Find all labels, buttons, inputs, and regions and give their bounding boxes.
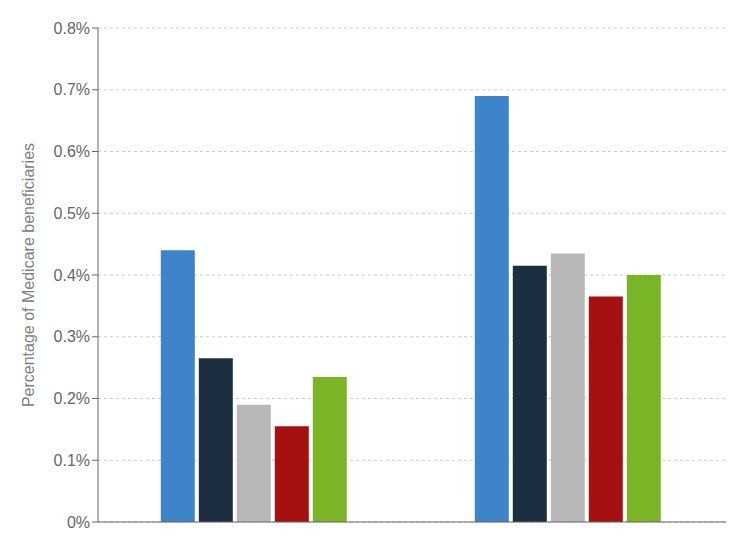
svg-text:0.2%: 0.2% <box>54 390 90 407</box>
svg-text:Percentage of Medicare benefic: Percentage of Medicare beneficiaries <box>20 143 37 407</box>
svg-text:0%: 0% <box>67 514 90 531</box>
svg-text:0.1%: 0.1% <box>54 452 90 469</box>
svg-text:0.7%: 0.7% <box>54 81 90 98</box>
svg-text:0.8%: 0.8% <box>54 20 90 37</box>
svg-text:0.4%: 0.4% <box>54 267 90 284</box>
svg-text:0.5%: 0.5% <box>54 205 90 222</box>
svg-text:0.6%: 0.6% <box>54 143 90 160</box>
svg-text:0.3%: 0.3% <box>54 328 90 345</box>
